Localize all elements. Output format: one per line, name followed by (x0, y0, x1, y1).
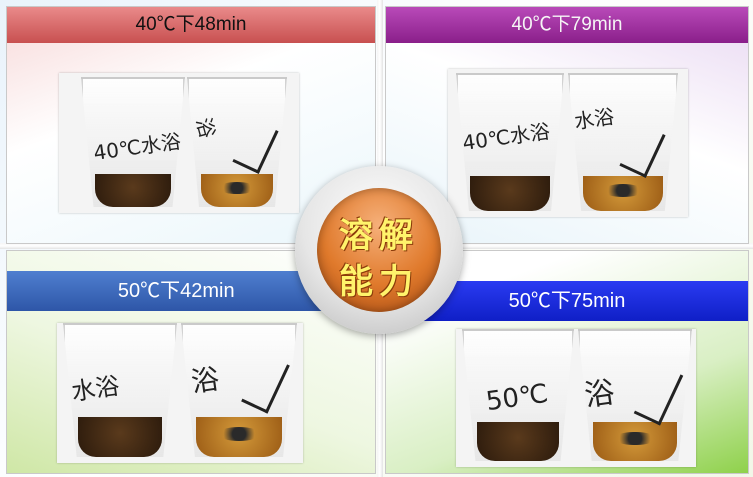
panel-40c-79min: 40℃下79min 40℃水浴 水浴 (385, 6, 749, 244)
center-title-line-1: 溶解 (339, 216, 419, 256)
panel-header: 40℃下48min (7, 7, 375, 43)
panel-40c-48min: 40℃下48min 40℃水浴 浴 (6, 6, 376, 244)
beakers-photo: 50℃ 浴 (456, 329, 696, 467)
beaker-label: 水浴 (69, 371, 122, 407)
beaker-right (181, 323, 297, 457)
beaker-right (578, 329, 692, 461)
liquid-amber (593, 422, 677, 461)
liquid-dark (95, 173, 171, 207)
liquid-amber (200, 173, 274, 207)
beaker-label: 浴 (189, 362, 222, 399)
liquid-amber (582, 175, 664, 211)
beaker-left (456, 73, 564, 211)
beakers-photo: 40℃水浴 浴 (59, 73, 299, 213)
center-badge: 溶解 能力 (295, 166, 463, 334)
beakers-photo: 40℃水浴 水浴 (448, 69, 688, 217)
liquid-dark (78, 417, 162, 457)
beaker-label: 水浴 (572, 104, 616, 134)
center-badge-inner: 溶解 能力 (317, 188, 441, 312)
beaker-left (462, 329, 574, 461)
center-title-line-2: 能力 (339, 262, 419, 302)
beaker-label: 浴 (582, 375, 617, 414)
liquid-dark (470, 175, 550, 211)
panel-header: 50℃下42min (7, 271, 346, 311)
beakers-photo: 水浴 浴 (57, 323, 303, 463)
panel-50c-75min: 50℃下75min 50℃ 浴 (385, 250, 749, 474)
liquid-amber (196, 417, 282, 457)
liquid-dark (476, 422, 560, 461)
panel-header: 40℃下79min (386, 7, 748, 43)
